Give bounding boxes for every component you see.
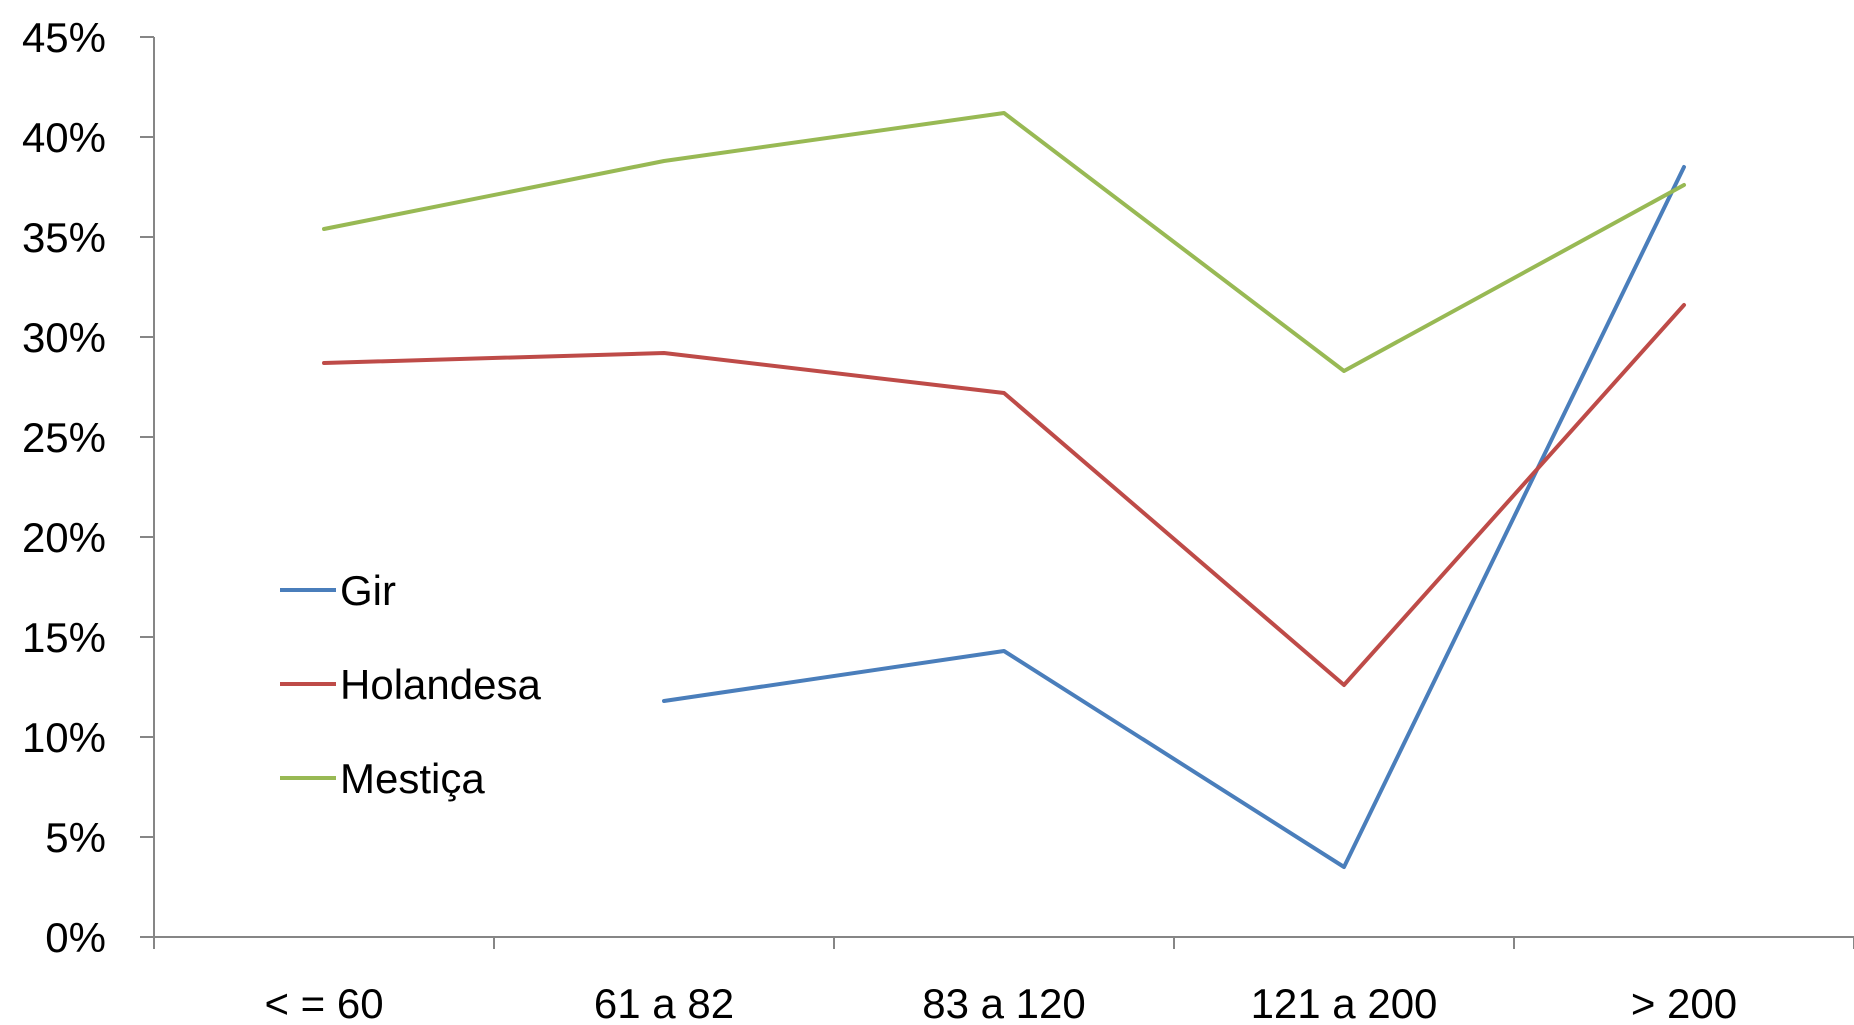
y-tick-label: 20% [22, 514, 106, 561]
x-axis-ticks: < = 60 61 a 82 83 a 120 121 a 200 > 200 [153, 937, 1854, 1025]
y-tick-label: 35% [22, 214, 106, 261]
y-tick-label: 40% [22, 114, 106, 161]
x-tick-label: > 200 [1631, 980, 1737, 1025]
y-tick-label: 0% [45, 914, 106, 961]
series-lines [322, 111, 1686, 869]
legend: Gir Holandesa Mestiça [280, 567, 541, 802]
y-tick-label: 25% [22, 414, 106, 461]
y-tick-label: 30% [22, 314, 106, 361]
y-tick-label: 5% [45, 814, 106, 861]
y-tick-label: 15% [22, 614, 106, 661]
legend-label: Holandesa [340, 661, 541, 708]
x-tick-label: 121 a 200 [1251, 980, 1438, 1025]
legend-label: Mestiça [340, 755, 485, 802]
series-line-gir [662, 165, 1686, 869]
y-tick-label: 10% [22, 714, 106, 761]
x-tick-label: 83 a 120 [922, 980, 1086, 1025]
series-line-holandesa [322, 303, 1686, 687]
y-axis-ticks: 0% 5% 10% 15% 20% 25% 30% 35% 40% 45% [22, 14, 154, 961]
x-tick-label: < = 60 [264, 980, 383, 1025]
series-line-mestiça [322, 111, 1686, 373]
legend-label: Gir [340, 567, 396, 614]
x-tick-label: 61 a 82 [594, 980, 734, 1025]
y-tick-label: 45% [22, 14, 106, 61]
